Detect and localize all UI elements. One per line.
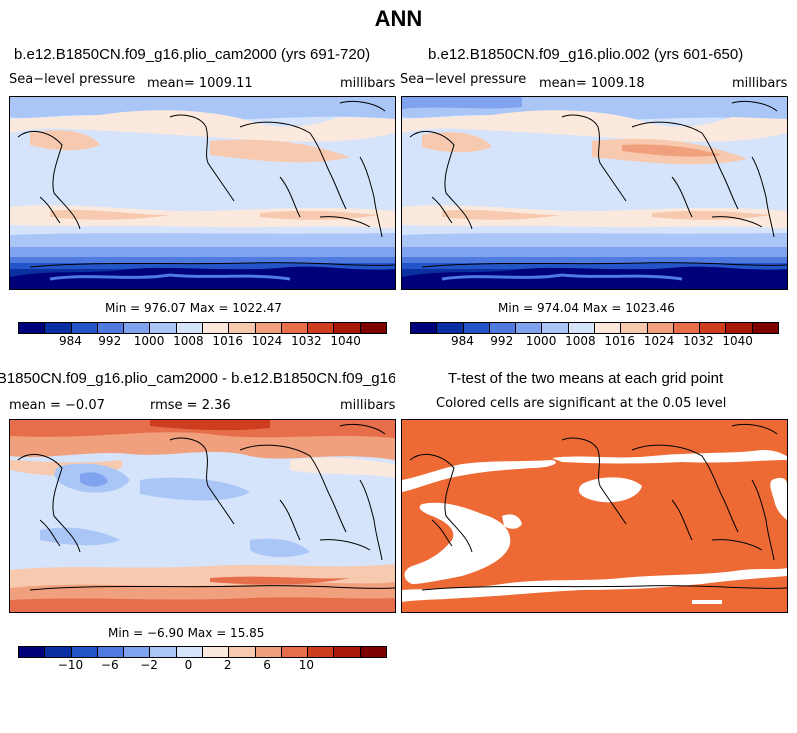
panel2-colorbar-swatch [700, 323, 727, 333]
panel1-colorbar-swatch [281, 323, 309, 333]
panel3-colorbar-swatch [124, 647, 151, 657]
panel2-colorbar-swatch [752, 323, 778, 333]
panel2-colorbar-tick-label: 1000 [525, 334, 557, 348]
panel2-colorbar-swatch [726, 323, 753, 333]
panel2-slp-map [401, 96, 788, 290]
panel1-colorbar-swatch [150, 323, 177, 333]
panel3-colorbar-swatch [71, 647, 98, 657]
panel2-colorbar-tick-label: 1024 [643, 334, 675, 348]
panel1-colorbar-swatch [229, 323, 256, 333]
panel3-mean: mean = −0.07 [9, 398, 105, 413]
panel1-colorbar-tick-label: 1000 [133, 334, 165, 348]
panel1-colorbar-swatch [360, 323, 386, 333]
panel1-slp-map [9, 96, 396, 290]
panel2-colorbar-swatch [647, 323, 674, 333]
panel2-colorbar-swatch [437, 323, 464, 333]
panel2-colorbar-tick-label: 1008 [565, 334, 596, 348]
panel4-title: T-test of the two means at each grid poi… [448, 370, 724, 387]
panel1-colorbar-swatch [97, 323, 125, 333]
panel1-variable: Sea−level pressure [9, 72, 136, 87]
panel1-colorbar-tick-label: 1032 [291, 334, 322, 348]
panel3-colorbar-tick-label: 2 [223, 658, 232, 672]
panel3-difference-map [9, 419, 396, 613]
panel2-colorbar-swatch [516, 323, 543, 333]
panel3-colorbar-swatch [308, 647, 335, 657]
panel3-colorbar-tick-label: 10 [298, 658, 314, 672]
panel2-colorbar-swatch [411, 323, 438, 333]
panel4-subtitle: Colored cells are significant at the 0.0… [436, 396, 727, 411]
panel1-colorbar-swatch [176, 323, 203, 333]
panel2-colorbar-swatch [489, 323, 517, 333]
panel2-variable: Sea−level pressure [400, 72, 527, 87]
panel3-colorbar-tick-label: −2 [140, 658, 158, 672]
panel2-colorbar-swatch [568, 323, 595, 333]
panel2-colorbar [410, 322, 779, 334]
panel2-colorbar-swatch [621, 323, 648, 333]
panel1-colorbar-tick-label: 992 [98, 334, 122, 348]
panel3-colorbar-swatch [45, 647, 72, 657]
panel2-colorbar-swatch [594, 323, 622, 333]
panel3-colorbar [18, 646, 387, 658]
panel2-min-max: Min = 974.04 Max = 1023.46 [498, 301, 675, 315]
panel3-colorbar-swatch [176, 647, 203, 657]
panel3-colorbar-tick-label: 6 [263, 658, 271, 672]
panel2-case-title: b.e12.B1850CN.f09_g16.plio.002 (yrs 601-… [428, 46, 744, 63]
panel3-colorbar-swatch [229, 647, 256, 657]
panel3-title-clip: b.e12.B1850CN.f09_g16.plio_cam2000 - b.e… [0, 368, 395, 390]
panel3-colorbar-swatch [360, 647, 386, 657]
panel2-colorbar-tick-label: 992 [490, 334, 514, 348]
panel2-colorbar-tick-label: 984 [450, 334, 474, 348]
panel3-rmse: rmse = 2.36 [150, 398, 231, 413]
panel1-units: millibars [340, 76, 396, 91]
panel1-colorbar-swatch [308, 323, 335, 333]
panel3-colorbar-tick-label: 0 [184, 658, 193, 672]
panel1-colorbar-swatch [124, 323, 151, 333]
panel1-mean: mean= 1009.11 [147, 76, 253, 91]
panel3-colorbar-swatch [334, 647, 361, 657]
panel2-mean: mean= 1009.18 [539, 76, 645, 91]
panel3-colorbar-swatch [97, 647, 125, 657]
panel3-colorbar-swatch [19, 647, 46, 657]
panel1-colorbar-swatch [334, 323, 361, 333]
panel3-diff-title: b.e12.B1850CN.f09_g16.plio_cam2000 - b.e… [0, 370, 395, 387]
panel1-colorbar-tick-label: 1016 [212, 334, 243, 348]
panel1-colorbar-swatch [202, 323, 230, 333]
panel3-colorbar-tick-label: −10 [57, 658, 84, 672]
panel3-units: millibars [340, 398, 396, 413]
panel3-colorbar-tick-label: −6 [100, 658, 119, 672]
figure-title: ANN [374, 6, 423, 31]
panel1-colorbar-tick-label: 1024 [251, 334, 283, 348]
panel4-ttest-map [401, 419, 788, 613]
panel1-colorbar-tick-label: 1008 [173, 334, 204, 348]
panel3-colorbar-swatch [202, 647, 230, 657]
panel2-colorbar-swatch [542, 323, 569, 333]
panel1-min-max: Min = 976.07 Max = 1022.47 [105, 301, 282, 315]
panel1-case-title: b.e12.B1850CN.f09_g16.plio_cam2000 (yrs … [14, 46, 371, 63]
panel2-colorbar-swatch [463, 323, 490, 333]
panel2-colorbar-tick-label: 1032 [683, 334, 714, 348]
panel3-colorbar-swatch [150, 647, 177, 657]
panel1-colorbar-tick-label: 984 [58, 334, 82, 348]
panel3-colorbar-swatch [255, 647, 282, 657]
panel2-colorbar-tick-label: 1016 [604, 334, 635, 348]
panel1-colorbar-swatch [19, 323, 46, 333]
panel2-colorbar-tick-label: 1040 [722, 334, 753, 348]
panel3-colorbar-swatch [281, 647, 309, 657]
panel1-colorbar-swatch [71, 323, 98, 333]
panel1-colorbar-tick-label: 1040 [330, 334, 361, 348]
panel1-colorbar [18, 322, 387, 334]
panel1-colorbar-swatch [45, 323, 72, 333]
panel2-colorbar-swatch [673, 323, 701, 333]
panel2-units: millibars [732, 76, 788, 91]
panel1-colorbar-swatch [255, 323, 282, 333]
panel3-min-max: Min = −6.90 Max = 15.85 [108, 626, 265, 640]
